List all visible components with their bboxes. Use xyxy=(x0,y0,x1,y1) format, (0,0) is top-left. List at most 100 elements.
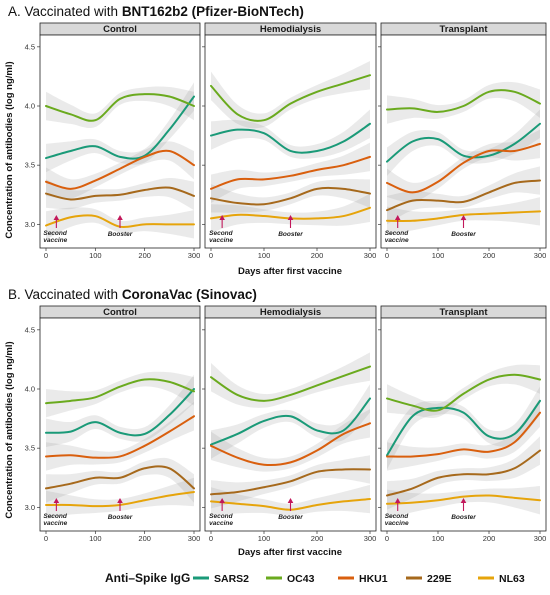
annotation-second-vaccine-2: vaccine xyxy=(385,520,409,527)
second-arrow-head xyxy=(394,215,401,220)
series-line-hku1 xyxy=(45,149,195,190)
booster-arrow-head xyxy=(117,498,123,503)
y-tick-label: 3.0 xyxy=(25,503,35,512)
facet-title: Hemodialysis xyxy=(260,24,321,35)
confidence-band-oc43 xyxy=(387,81,540,124)
legend: Anti–Spike IgG SARS2 OC43 HKU1 229E NL63 xyxy=(105,571,525,585)
annotation-second-vaccine-2: vaccine xyxy=(209,237,233,244)
series-line-sars2 xyxy=(45,95,195,160)
annotation-second-vaccine: Second xyxy=(385,513,410,520)
annotation-second-vaccine: Second xyxy=(43,513,68,520)
x-tick-label: 200 xyxy=(483,251,496,260)
x-tick-label: 0 xyxy=(209,251,213,260)
legend-label-oc43: OC43 xyxy=(287,573,315,585)
facet-title: Control xyxy=(103,24,137,35)
plot-area xyxy=(204,34,377,249)
x-tick-label: 0 xyxy=(385,251,389,260)
annotation-second-vaccine: Second xyxy=(209,230,234,237)
series-line-oc43 xyxy=(45,93,195,122)
confidence-band-229e xyxy=(387,436,540,510)
x-tick-label: 0 xyxy=(385,534,389,543)
y-tick-label: 4.0 xyxy=(25,102,35,111)
series-line-nl63 xyxy=(386,210,541,222)
series-line-oc43 xyxy=(386,373,541,412)
facet-title: Control xyxy=(103,307,137,318)
annotation-second-vaccine: Second xyxy=(43,230,68,237)
confidence-band-hku1 xyxy=(387,398,540,471)
confidence-band-sars2 xyxy=(46,374,194,447)
x-tick-label: 100 xyxy=(89,251,102,260)
y-axis-label-b: Concentration of antibodies (log ng/ml) xyxy=(4,341,15,518)
x-tick-label: 200 xyxy=(138,251,151,260)
series-line-229e xyxy=(386,179,541,212)
y-tick-label: 4.5 xyxy=(25,325,35,334)
legend-label-229e: 229E xyxy=(427,573,452,585)
series-line-hku1 xyxy=(386,142,541,194)
panel-b-title: B. Vaccinated with CoronaVac (Sinovac) xyxy=(8,287,257,302)
confidence-band-oc43 xyxy=(387,364,540,419)
x-tick-label: 300 xyxy=(364,251,377,260)
annotation-booster: Booster xyxy=(278,514,303,521)
y-tick-label: 3.5 xyxy=(25,161,35,170)
confidence-band-sars2 xyxy=(211,384,370,459)
legend-label-nl63: NL63 xyxy=(499,573,525,585)
annotation-second-vaccine-2: vaccine xyxy=(43,237,67,244)
legend-title: Anti–Spike IgG xyxy=(105,571,190,585)
y-axis-label-a: Concentration of antibodies (log ng/ml) xyxy=(4,61,15,238)
series-line-229e xyxy=(210,186,371,206)
x-tick-label: 0 xyxy=(44,534,48,543)
confidence-band-hku1 xyxy=(211,409,370,472)
x-tick-label: 100 xyxy=(432,251,445,260)
panel-b-control: Control 3.0 3.5 4.0 4.5 0 100 200 300 Secondvacci… xyxy=(25,305,201,543)
annotation-booster: Booster xyxy=(451,231,476,238)
y-tick-label: 4.5 xyxy=(25,42,35,51)
second-arrow-head xyxy=(219,215,225,220)
legend-label-sars2: SARS2 xyxy=(214,573,249,585)
x-tick-label: 200 xyxy=(138,534,151,543)
annotation-booster: Booster xyxy=(451,514,476,521)
series-line-oc43 xyxy=(45,378,195,405)
series-line-sars2 xyxy=(386,399,541,457)
confidence-band-nl63 xyxy=(46,477,194,520)
annotation-second-vaccine-2: vaccine xyxy=(385,237,409,244)
annotation-second-vaccine-2: vaccine xyxy=(43,520,67,527)
annotation-second-vaccine-2: vaccine xyxy=(209,520,233,527)
x-tick-label: 200 xyxy=(311,251,324,260)
x-tick-label: 0 xyxy=(209,534,213,543)
annotation-booster: Booster xyxy=(108,231,133,238)
series-line-229e xyxy=(45,465,195,490)
series-line-sars2 xyxy=(210,122,371,154)
confidence-band-sars2 xyxy=(387,109,540,176)
y-tick-label: 3.5 xyxy=(25,444,35,453)
series-line-229e xyxy=(386,449,541,497)
x-tick-label: 200 xyxy=(483,534,496,543)
second-arrow-head xyxy=(219,498,225,503)
x-axis-label-b: Days after first vaccine xyxy=(238,547,342,558)
x-tick-label: 200 xyxy=(311,534,324,543)
x-tick-label: 300 xyxy=(534,534,547,543)
facet-title: Transplant xyxy=(439,307,488,318)
annotation-booster: Booster xyxy=(108,514,133,521)
series-line-oc43 xyxy=(210,365,371,402)
series-line-229e xyxy=(45,186,195,201)
x-tick-label: 100 xyxy=(258,251,271,260)
series-line-oc43 xyxy=(386,89,541,113)
booster-arrow-head xyxy=(460,498,467,503)
x-tick-label: 300 xyxy=(188,534,201,543)
series-line-hku1 xyxy=(210,422,371,467)
confidence-band-229e xyxy=(46,457,194,503)
panel-a-title: A. Vaccinated with BNT162b2 (Pfizer-BioN… xyxy=(8,4,304,19)
confidence-band-oc43 xyxy=(211,352,370,408)
x-tick-label: 300 xyxy=(364,534,377,543)
plot-area xyxy=(204,317,377,532)
x-tick-label: 100 xyxy=(432,534,445,543)
x-tick-label: 300 xyxy=(188,251,201,260)
booster-arrow-head xyxy=(117,215,123,220)
